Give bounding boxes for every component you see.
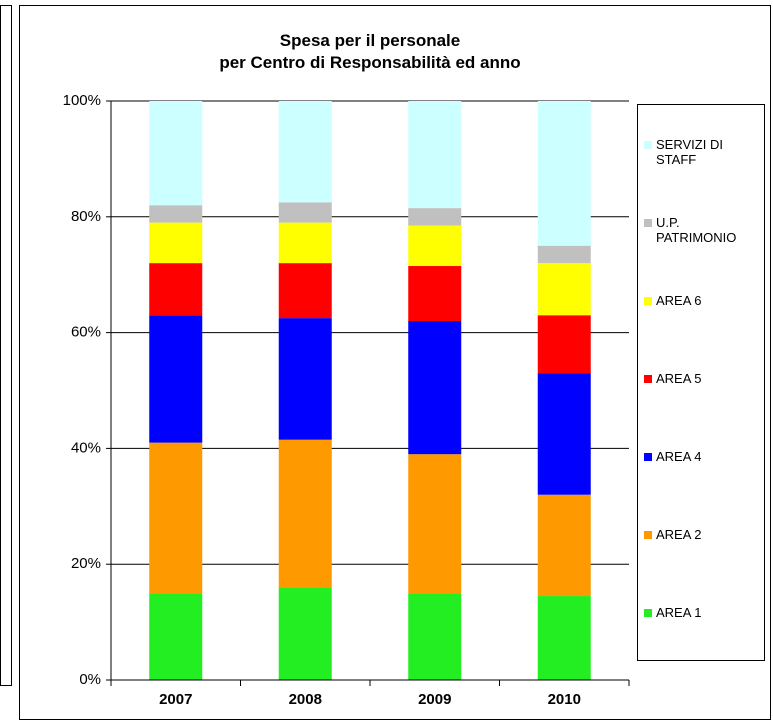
bar-segment bbox=[278, 222, 332, 264]
bar-segment bbox=[537, 245, 591, 264]
legend-label: AREA 6 bbox=[656, 293, 702, 308]
bar-segment bbox=[408, 321, 462, 455]
legend-swatch bbox=[644, 609, 652, 617]
bar-segment bbox=[278, 439, 332, 588]
bar-segment bbox=[149, 222, 203, 264]
y-tick-label: 0% bbox=[79, 671, 101, 688]
legend bbox=[637, 104, 765, 661]
bar-segment bbox=[149, 315, 203, 443]
legend-label-box: SERVIZI DI STAFF bbox=[656, 137, 723, 167]
x-tick-label: 2007 bbox=[159, 691, 192, 708]
bar-segment bbox=[278, 202, 332, 223]
x-tick-label: 2009 bbox=[418, 691, 451, 708]
bar-segment bbox=[537, 315, 591, 374]
title-box: Spesa per il personale per Centro di Res… bbox=[219, 31, 521, 72]
legend-swatch bbox=[644, 297, 652, 305]
bar-segment bbox=[149, 263, 203, 316]
bar-segment bbox=[537, 596, 591, 680]
bar-segment bbox=[149, 442, 203, 594]
legend-label-box: AREA 6 bbox=[656, 293, 702, 308]
legend-label-box: U.P. PATRIMONIO bbox=[656, 215, 737, 245]
legend-label-box: AREA 1 bbox=[656, 605, 702, 620]
bar-segment bbox=[408, 225, 462, 267]
legend-label: AREA 2 bbox=[656, 527, 702, 542]
legend-swatch bbox=[644, 219, 652, 227]
legend-label-box: AREA 5 bbox=[656, 371, 702, 386]
legend-label: AREA 5 bbox=[656, 371, 702, 386]
legend-label: SERVIZI DI STAFF bbox=[656, 137, 723, 167]
side-panel bbox=[0, 5, 12, 686]
bar-segment bbox=[408, 266, 462, 322]
y-tick-label: 100% bbox=[63, 92, 101, 109]
y-tick-label: 60% bbox=[71, 324, 101, 341]
legend-label-box: AREA 2 bbox=[656, 527, 702, 542]
legend-label: AREA 4 bbox=[656, 449, 702, 464]
legend-swatch bbox=[644, 375, 652, 383]
bar-segment bbox=[408, 208, 462, 226]
y-tick-label: 20% bbox=[71, 555, 101, 572]
bar-segment bbox=[408, 454, 462, 594]
bar-segment bbox=[408, 101, 462, 209]
y-tick-label: 80% bbox=[71, 208, 101, 225]
bar-segment bbox=[537, 101, 591, 246]
bar-segment bbox=[149, 205, 203, 223]
chart-title: Spesa per il personale per Centro di Res… bbox=[219, 31, 521, 72]
bar-segment bbox=[537, 494, 591, 597]
bar-segment bbox=[278, 587, 332, 680]
legend-swatch bbox=[644, 141, 652, 149]
legend-label: U.P. PATRIMONIO bbox=[656, 215, 737, 245]
bar-segment bbox=[149, 593, 203, 680]
x-tick-label: 2010 bbox=[548, 691, 581, 708]
bar-segment bbox=[278, 101, 332, 203]
legend-label: AREA 1 bbox=[656, 605, 702, 620]
bar-segment bbox=[408, 593, 462, 680]
x-tick-label: 2008 bbox=[289, 691, 322, 708]
bar-segment bbox=[278, 263, 332, 319]
legend-label-box: AREA 4 bbox=[656, 449, 702, 464]
bar-segment bbox=[149, 101, 203, 206]
bar-segment bbox=[537, 263, 591, 316]
legend-swatch bbox=[644, 531, 652, 539]
legend-swatch bbox=[644, 453, 652, 461]
y-tick-label: 40% bbox=[71, 439, 101, 456]
bar-segment bbox=[278, 318, 332, 440]
bar-segment bbox=[537, 373, 591, 495]
